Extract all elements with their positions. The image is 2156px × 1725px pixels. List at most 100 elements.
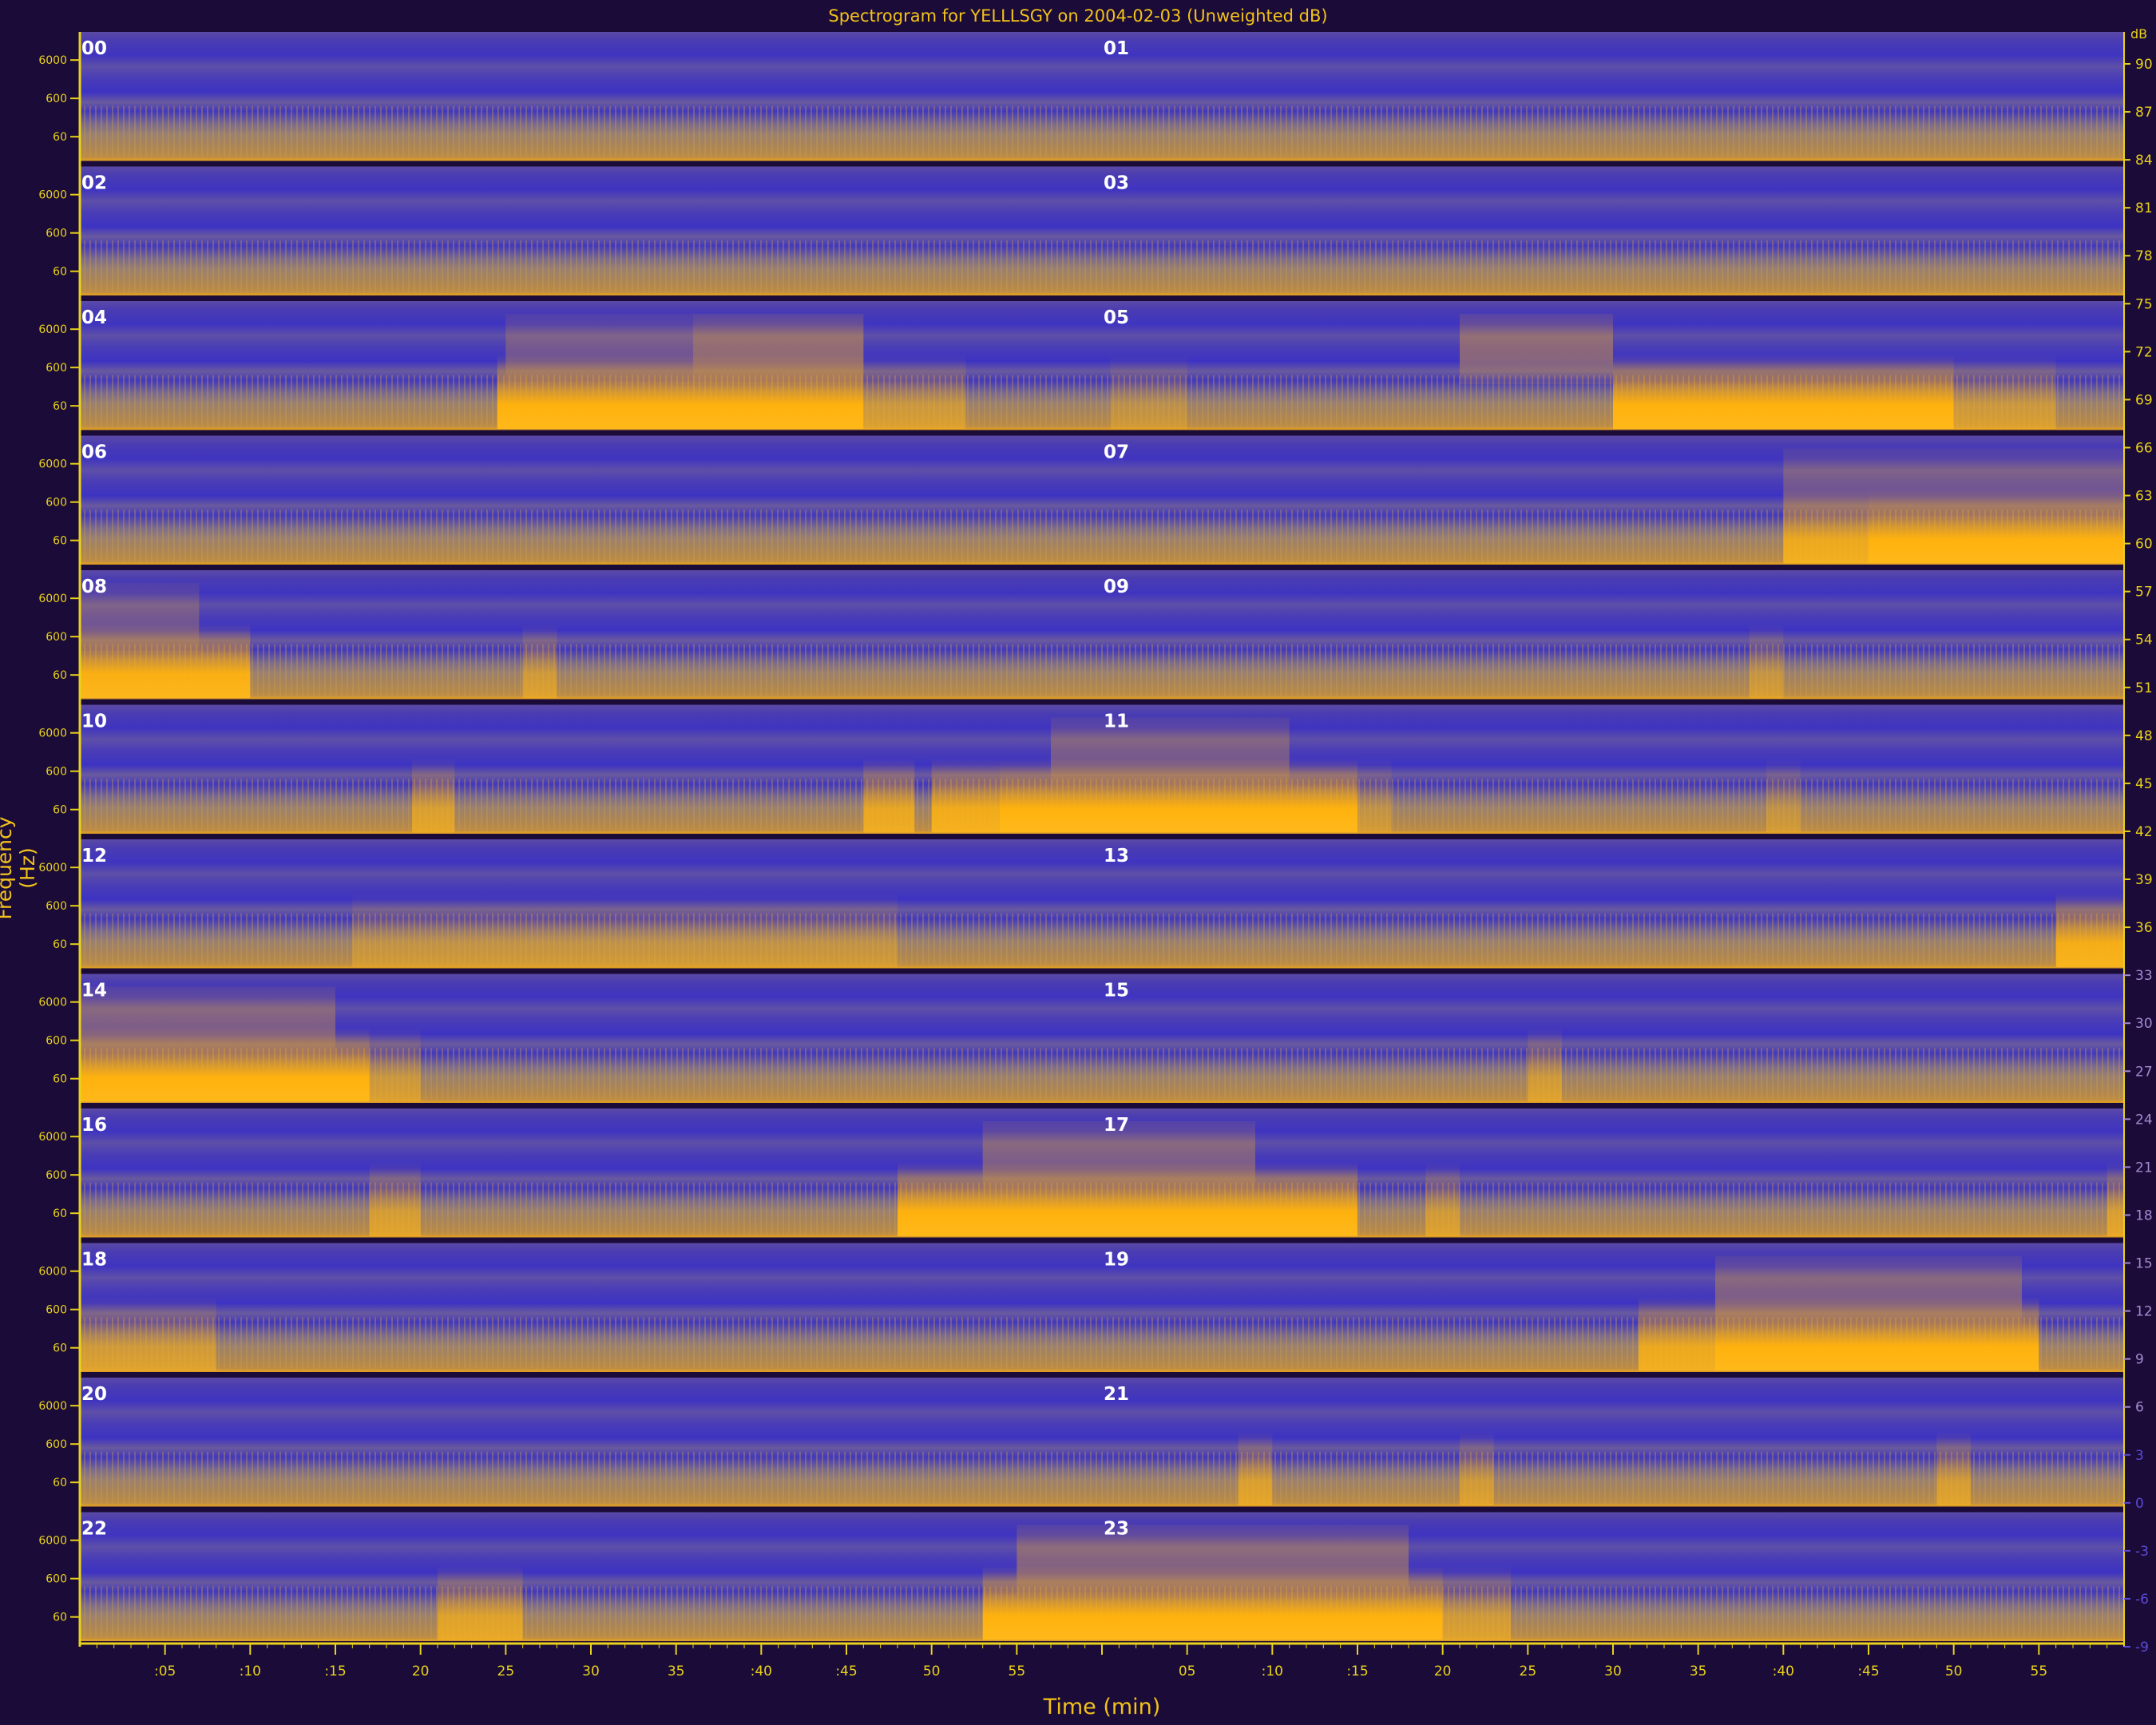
- sound-event-mark: [1357, 758, 1392, 833]
- colorbar-tick-label: 24: [2135, 1112, 2153, 1128]
- y-tick-label: 600: [46, 1573, 67, 1586]
- colorbar-tick-label: 87: [2135, 105, 2153, 121]
- sound-event-mark: [369, 1162, 421, 1236]
- colorbar-unit: dB: [2130, 26, 2147, 42]
- hour-label: 07: [1104, 442, 1129, 463]
- colorbar-tick-label: -9: [2135, 1640, 2149, 1656]
- colorbar-tick-label: 60: [2135, 537, 2153, 553]
- colorbar-tick-label: 36: [2135, 920, 2153, 936]
- y-tick-label: 6000: [38, 1400, 67, 1413]
- y-tick-label: 60: [53, 804, 67, 817]
- y-tick-label: 60: [53, 1073, 67, 1086]
- sound-event-mark: [1425, 1162, 1460, 1236]
- colorbar-tick-label: 57: [2135, 585, 2153, 601]
- y-tick-label: 6000: [38, 593, 67, 605]
- x-tick-label: 20: [1434, 1664, 1452, 1679]
- y-tick-label: 600: [46, 1035, 67, 1048]
- y-tick-label: 6000: [38, 323, 67, 336]
- sound-event-harmonics: [1017, 1525, 1409, 1596]
- sound-event-mark: [1749, 624, 1784, 698]
- sound-event-mark: [352, 893, 898, 967]
- y-tick-label: 6000: [38, 189, 67, 202]
- hour-label: 09: [1104, 577, 1129, 597]
- y-tick-label: 60: [53, 131, 67, 144]
- sound-event-mark: [1953, 355, 2056, 429]
- hour-label: 04: [81, 307, 107, 328]
- colorbar-tick-label: 18: [2135, 1208, 2153, 1223]
- y-tick-label: 60: [53, 535, 67, 548]
- sound-event-mark: [412, 758, 455, 833]
- hour-label: 14: [81, 981, 107, 1001]
- sound-event-mark: [931, 758, 1000, 833]
- hour-label: 22: [81, 1519, 107, 1540]
- hour-label: 17: [1104, 1115, 1129, 1136]
- spectrogram-row-noise: [80, 1451, 2124, 1505]
- colorbar-tick-label: 21: [2135, 1160, 2153, 1176]
- sound-event-mark: [369, 1027, 421, 1102]
- x-tick-label: 25: [497, 1664, 515, 1679]
- y-tick-label: 60: [53, 1342, 67, 1355]
- colorbar-tick-label: 48: [2135, 728, 2153, 744]
- colorbar-tick-label: 3: [2135, 1448, 2144, 1464]
- colorbar-tick-label: 81: [2135, 200, 2153, 216]
- sound-event-harmonics: [1460, 314, 1613, 384]
- x-tick-label: 35: [668, 1664, 685, 1679]
- sound-event-mark: [1936, 1431, 1971, 1505]
- hour-label: 05: [1104, 307, 1129, 328]
- sound-event-mark: [80, 1296, 216, 1371]
- colorbar-tick-label: -6: [2135, 1592, 2149, 1608]
- hour-label: 23: [1104, 1519, 1129, 1540]
- sound-event-harmonics: [982, 1121, 1255, 1192]
- hour-label: 01: [1104, 38, 1129, 59]
- y-tick-label: 60: [53, 266, 67, 279]
- sound-event-mark: [1238, 1431, 1273, 1505]
- spectrogram-row-noise: [80, 105, 2124, 160]
- colorbar-tick-label: -3: [2135, 1544, 2149, 1560]
- colorbar-tick-label: 63: [2135, 489, 2153, 505]
- colorbar-tick-label: 78: [2135, 248, 2153, 264]
- colorbar-tick-label: 33: [2135, 968, 2153, 984]
- sound-event-mark: [1613, 355, 1954, 429]
- x-tick-label: :45: [1857, 1664, 1879, 1679]
- y-tick-label: 60: [53, 1612, 67, 1624]
- colorbar-tick-label: 12: [2135, 1304, 2153, 1320]
- hour-label: 03: [1104, 173, 1129, 194]
- y-tick-label: 6000: [38, 1266, 67, 1279]
- y-tick-label: 600: [46, 228, 67, 240]
- colorbar-tick-label: 0: [2135, 1496, 2144, 1512]
- hour-label: 20: [81, 1384, 107, 1405]
- spectrogram-row-noise: [80, 644, 2124, 698]
- colorbar-tick-label: 6: [2135, 1400, 2144, 1416]
- sound-event-mark: [1528, 1027, 1562, 1102]
- x-tick-label: 20: [412, 1664, 430, 1679]
- colorbar-tick-label: 15: [2135, 1256, 2153, 1272]
- sound-event-mark: [522, 624, 557, 698]
- y-tick-label: 60: [53, 1208, 67, 1220]
- x-axis-title: Time (min): [1043, 1695, 1161, 1719]
- x-tick-label: :40: [751, 1664, 772, 1679]
- x-tick-label: :10: [1262, 1664, 1283, 1679]
- colorbar-tick-label: 75: [2135, 296, 2153, 312]
- hour-label: 06: [81, 442, 107, 463]
- y-tick-label: 600: [46, 631, 67, 644]
- colorbar-tick-label: 66: [2135, 440, 2153, 456]
- hour-label: 11: [1104, 712, 1129, 732]
- sound-event-mark: [1460, 1431, 1494, 1505]
- colorbar-tick-label: 27: [2135, 1064, 2153, 1080]
- colorbar-tick-label: 84: [2135, 153, 2153, 169]
- y-tick-label: 600: [46, 1169, 67, 1182]
- sound-event-mark: [1639, 1296, 1715, 1371]
- hour-label: 19: [1104, 1250, 1129, 1271]
- sound-event-harmonics: [1051, 717, 1290, 788]
- hour-label: 13: [1104, 846, 1129, 866]
- y-tick-label: 600: [46, 766, 67, 779]
- y-tick-label: 60: [53, 669, 67, 682]
- y-tick-label: 600: [46, 1304, 67, 1317]
- spectrogram-row-noise: [80, 1048, 2124, 1102]
- y-tick-label: 600: [46, 1438, 67, 1451]
- y-tick-label: 6000: [38, 458, 67, 471]
- y-tick-label: 600: [46, 362, 67, 375]
- sound-event-mark: [1110, 355, 1187, 429]
